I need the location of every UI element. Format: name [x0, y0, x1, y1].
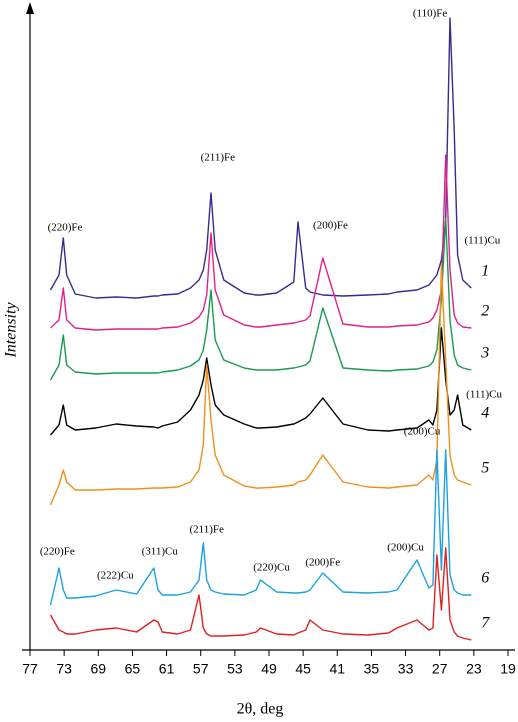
x-axis-label: 2θ, deg — [237, 701, 284, 718]
x-tick-label: 57 — [193, 661, 209, 677]
series-label: 2 — [481, 303, 489, 320]
peak-label: (311)Cu — [142, 546, 179, 558]
peak-label: (220)Fe — [48, 222, 83, 234]
x-tick-label: 19 — [500, 661, 516, 677]
series-line — [49, 547, 472, 641]
peak-label: (220)Cu — [253, 562, 290, 574]
series-label: 6 — [481, 570, 489, 587]
series-line — [49, 327, 472, 436]
series-line — [49, 264, 472, 506]
x-tick-label: 65 — [125, 661, 141, 677]
peak-label: (200)Cu — [404, 426, 441, 438]
peak-label: (200)Fe — [313, 220, 348, 232]
x-tick-label: 23 — [466, 661, 482, 677]
peak-label: (111)Cu — [464, 235, 500, 247]
x-tick-label: 61 — [159, 661, 175, 677]
y-axis-label: Intensity — [3, 302, 20, 359]
x-tick-label: 69 — [90, 661, 106, 677]
x-tick-label: 45 — [295, 661, 311, 677]
x-tick-label: 41 — [329, 661, 345, 677]
series-label: 1 — [481, 263, 489, 280]
peak-label: (211)Fe — [189, 524, 224, 536]
x-tick-label: 35 — [364, 661, 380, 677]
peak-label: (110)Fe — [413, 8, 448, 20]
series-label: 7 — [481, 615, 490, 632]
x-tick-label: 53 — [227, 661, 243, 677]
series-line — [49, 17, 472, 299]
peak-label: (222)Cu — [97, 570, 134, 582]
peak-label: (200)Cu — [387, 542, 424, 554]
x-tick-label: 49 — [261, 661, 277, 677]
series-label: 3 — [480, 345, 489, 362]
series-line — [49, 217, 472, 381]
series-line — [49, 449, 472, 606]
series-line — [50, 154, 472, 331]
x-tick-label: 77 — [22, 661, 38, 677]
x-tick-label: 73 — [56, 661, 72, 677]
peak-label: (111)Cu — [466, 389, 502, 401]
x-tick-label: 27 — [432, 661, 448, 677]
series-label: 5 — [481, 460, 489, 477]
peak-label: (211)Fe — [201, 152, 236, 164]
peak-label: (200)Fe — [305, 557, 340, 569]
peak-label: (220)Fe — [40, 546, 75, 558]
series-label: 4 — [481, 405, 489, 422]
y-axis-arrow — [26, 2, 34, 14]
x-tick-label: 33 — [398, 661, 414, 677]
